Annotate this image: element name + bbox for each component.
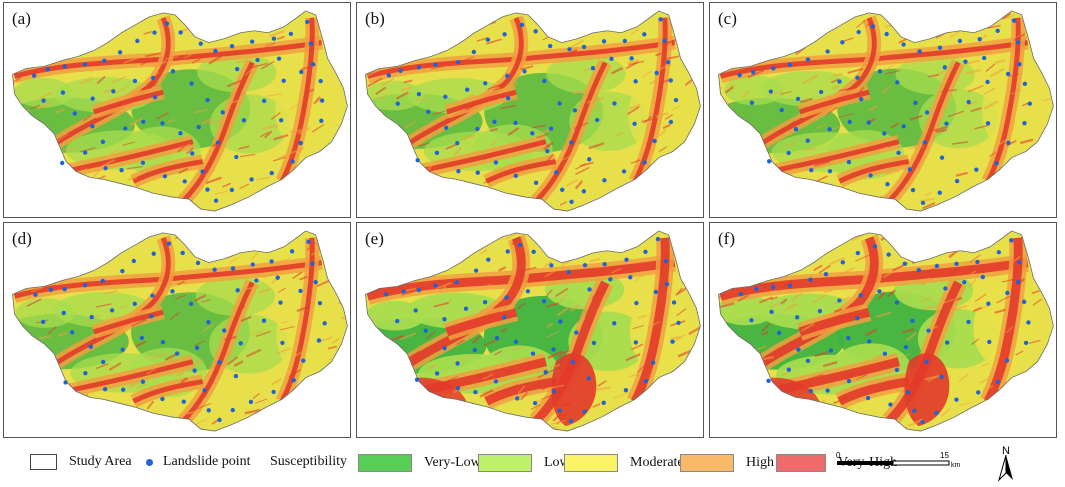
swatch-very-high — [776, 454, 826, 472]
legend-class-low: Low — [478, 454, 570, 472]
map-panel-f: (f) — [709, 222, 1057, 438]
swatch-high — [680, 454, 734, 472]
panel-label-f: (f) — [718, 229, 735, 248]
scale-segment-2 — [892, 460, 950, 466]
susceptibility-label: Susceptibility — [270, 454, 347, 469]
susceptibility-map-e — [365, 230, 701, 432]
panel-label-e: (e) — [365, 229, 384, 248]
map-panel-a: (a) — [3, 2, 351, 218]
map-panel-c: (c) — [709, 2, 1057, 218]
swatch-moderate — [564, 454, 618, 472]
north-arrow-icon: N — [998, 445, 1013, 482]
panel-label-b: (b) — [365, 9, 385, 28]
legend-susceptibility-title: Susceptibility — [270, 454, 347, 470]
legend-landslide: Landslide point — [146, 454, 251, 470]
panel-label-d: (d) — [12, 229, 32, 248]
landslide-point-icon — [146, 458, 153, 466]
scale-unit-label: km — [951, 462, 961, 469]
scale-segment-1 — [837, 461, 893, 465]
study-area-label: Study Area — [69, 454, 132, 469]
susceptibility-map-f — [718, 230, 1054, 432]
legend-class-moderate: Moderate — [564, 454, 684, 472]
map-panel-b: (b) — [356, 2, 704, 218]
map-panel-e: (e) — [356, 222, 704, 438]
swatch-very-low — [358, 454, 412, 472]
panel-label-c: (c) — [718, 9, 737, 28]
scale-end-label: 15 — [940, 451, 949, 460]
susceptibility-map-b — [365, 10, 701, 212]
map-panel-d: (d) — [3, 222, 351, 438]
map-legend: Study Area Landslide point Susceptibilit… — [0, 446, 1065, 482]
class-label-high: High — [746, 455, 774, 470]
landslide-label: Landslide point — [163, 454, 251, 469]
class-label-very-low: Very-Low — [424, 455, 481, 470]
north-label: N — [1002, 445, 1010, 457]
legend-class-high: High — [680, 454, 774, 472]
legend-class-very-low: Very-Low — [358, 454, 481, 472]
scale-start-label: 0 — [836, 451, 841, 460]
scale-bar: 0 15 km — [836, 451, 961, 469]
susceptibility-map-a — [12, 10, 348, 212]
susceptibility-map-d — [12, 230, 348, 432]
panel-label-a: (a) — [12, 9, 31, 28]
legend-study-area: Study Area — [30, 454, 132, 470]
susceptibility-map-c — [718, 10, 1054, 212]
swatch-low — [478, 454, 532, 472]
class-label-moderate: Moderate — [630, 455, 684, 470]
class-label-low: Low — [544, 455, 570, 470]
study-area-swatch — [30, 454, 57, 470]
